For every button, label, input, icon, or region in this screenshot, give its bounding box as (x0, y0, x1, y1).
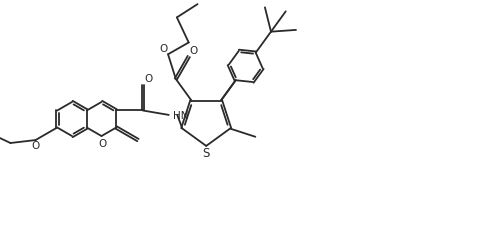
Text: HN: HN (173, 111, 188, 121)
Text: O: O (145, 74, 153, 84)
Text: O: O (159, 44, 167, 54)
Text: O: O (190, 46, 198, 55)
Text: S: S (202, 147, 210, 160)
Text: O: O (98, 139, 106, 149)
Text: O: O (31, 141, 39, 151)
